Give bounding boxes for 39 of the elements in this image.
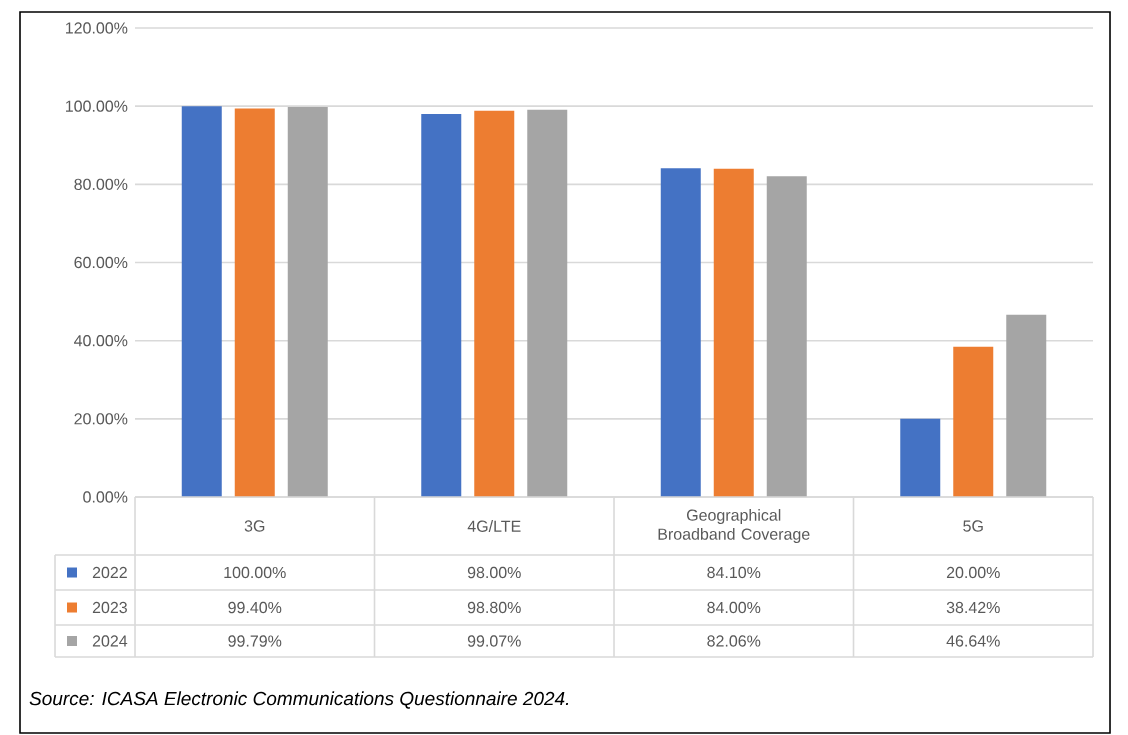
source-note: Source: ICASA Electronic Communications Questionnaire 2024. [29, 691, 569, 709]
x-tick-label: 3G [244, 520, 265, 532]
data-label: 46.64% [946, 635, 1000, 647]
y-tick-label: 0.00% [83, 491, 128, 503]
data-label: 99.79% [228, 635, 282, 647]
legend-label: 2024 [92, 635, 128, 647]
data-label: 82.06% [707, 635, 761, 647]
bar [900, 418, 941, 498]
legend-label: 2022 [92, 566, 127, 579]
data-label: 38.42% [946, 601, 1000, 614]
bar [287, 106, 328, 498]
y-tick-label: 120.00% [66, 22, 128, 34]
data-label: 99.40% [228, 601, 282, 614]
x-tick-label: 5G [963, 520, 983, 532]
y-tick-label: 60.00% [74, 256, 128, 269]
data-label: 100.00% [224, 566, 286, 579]
data-label: 98.80% [467, 601, 521, 614]
data-label: 98.00% [467, 566, 521, 579]
bar [1006, 314, 1047, 498]
bar [234, 108, 275, 498]
x-tick-label: 4G/LTE [467, 520, 521, 532]
data-label: 84.00% [707, 601, 761, 614]
x-tick-label: Geographical Broadband Coverage [658, 509, 810, 543]
bar [713, 168, 754, 498]
bar [660, 168, 701, 498]
y-tick-label: 100.00% [66, 100, 128, 112]
bar [766, 176, 807, 498]
data-label: 20.00% [946, 566, 1000, 579]
bar [474, 110, 515, 498]
data-label: 99.07% [467, 635, 521, 647]
bar [421, 113, 462, 498]
bar [181, 106, 222, 498]
y-tick-label: 40.00% [74, 335, 128, 347]
bar [527, 109, 568, 498]
bar [953, 346, 994, 498]
y-tick-label: 80.00% [74, 178, 128, 190]
legend-label: 2023 [92, 601, 127, 614]
data-label: 84.10% [707, 566, 761, 579]
y-tick-label: 20.00% [74, 413, 128, 425]
